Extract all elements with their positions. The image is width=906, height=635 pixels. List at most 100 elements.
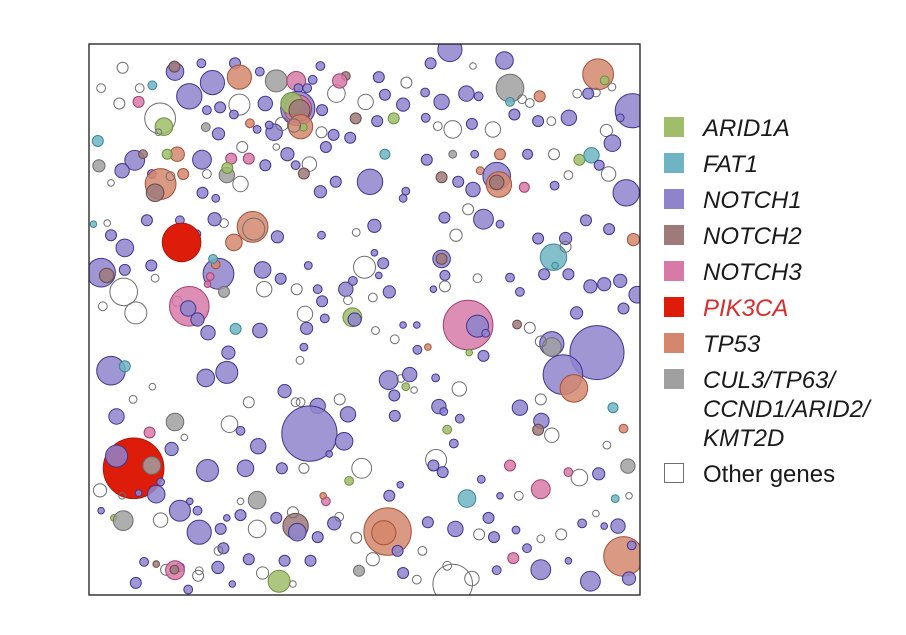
bubble-notch1-282: [281, 405, 338, 462]
bubble-notch1-361: [327, 516, 342, 531]
bubble-other-161: [351, 228, 361, 237]
bubble-other-358: [289, 580, 297, 588]
bubble-other-331: [152, 512, 169, 528]
bubble-notch1-405: [496, 492, 504, 500]
bubble-other-12: [400, 76, 413, 89]
bubble-notch1-329: [134, 489, 143, 497]
bubble-notch1-105: [470, 149, 480, 159]
bubble-other-237: [371, 326, 380, 335]
bubble-notch1-9: [315, 61, 326, 71]
bubble-notch1-71: [327, 128, 340, 141]
bubble-fat1-256: [118, 360, 131, 373]
bubble-notch1-34: [307, 74, 318, 85]
bubble-notch1-269: [196, 368, 216, 388]
bubble-other-77: [443, 120, 463, 139]
bubble-notch2-72: [349, 112, 362, 125]
bubble-notch1-330: [146, 484, 166, 504]
bubble-fat1-20: [147, 80, 158, 91]
bubble-notch1-195: [348, 276, 358, 286]
bubble-other-120: [202, 169, 212, 179]
bubble-notch1-177: [145, 259, 158, 272]
bubble-notch1-40: [396, 97, 411, 112]
bubble-notch1-43: [458, 85, 475, 102]
bubble-fat1-182: [208, 254, 218, 264]
bubble-notch1-149: [105, 229, 117, 242]
bubble-layer: [89, 44, 640, 595]
bubble-pik3ca-179: [161, 222, 202, 263]
bubble-notch1-378: [511, 525, 521, 535]
bubble-notch1-81: [532, 115, 545, 128]
bubble-notch1-7: [254, 66, 265, 77]
bubble-notch1-168: [559, 231, 573, 246]
bubble-notch1-384: [580, 570, 601, 592]
legend-swatch-arid1a: [664, 117, 684, 137]
bubble-notch1-163: [438, 211, 451, 224]
legend-swatch-notch1: [664, 189, 684, 209]
bubble-notch1-356: [228, 580, 237, 588]
bubble-notch1-386: [610, 518, 626, 534]
bubble-other-96: [236, 141, 249, 153]
bubble-notch1-240: [413, 321, 421, 329]
bubble-notch1-206: [429, 285, 438, 294]
bubble-tp53-242: [424, 343, 432, 351]
bubble-notch3-23: [132, 95, 145, 108]
bubble-notch1-379: [522, 543, 532, 554]
bubble-cul3-6: [264, 69, 288, 93]
bubble-cul3-363: [353, 564, 365, 577]
bubble-notch1-389: [621, 571, 637, 586]
bubble-other-272: [220, 415, 239, 434]
bubble-notch1-275: [236, 459, 255, 478]
bubble-fat1-47: [505, 97, 515, 107]
bubble-notch1-317: [592, 467, 606, 481]
bubble-notch1-297: [431, 373, 441, 383]
bubble-notch2-89: [138, 149, 148, 160]
bubble-notch1-276: [277, 384, 292, 399]
bubble-tp53-158: [225, 233, 243, 252]
bubble-notch1-111: [593, 159, 605, 171]
bubble-other-324: [534, 393, 547, 406]
bubble-notch1-334: [186, 519, 212, 545]
bubble-notch1-345: [242, 553, 255, 566]
bubble-notch1-262: [105, 444, 128, 468]
bubble-notch1-213: [562, 268, 575, 281]
bubble-other-49: [524, 98, 535, 108]
bubble-tp53-106: [494, 148, 506, 161]
bubble-other-266: [180, 433, 189, 442]
bubble-notch1-215: [597, 277, 612, 292]
bubble-fat1-408: [610, 494, 620, 504]
bubble-notch1-24: [176, 83, 203, 110]
legend-label-arid1a: ARID1A: [703, 115, 790, 142]
bubble-other-287: [351, 457, 373, 479]
bubble-notch1-59: [229, 109, 239, 120]
bubble-notch1-228: [252, 322, 268, 339]
bubble-notch1-239: [399, 321, 407, 329]
bubble-notch1-5: [199, 70, 225, 96]
bubble-notch1-299: [439, 407, 449, 416]
bubble-other-392: [334, 511, 345, 522]
legend-label-notch3: NOTCH3: [703, 259, 802, 286]
bubble-other-55: [96, 83, 106, 93]
bubble-other-141: [600, 166, 617, 182]
bubble-other-325: [92, 483, 108, 498]
bubble-notch1-144: [211, 193, 221, 203]
bubble-other-372: [442, 560, 453, 571]
bubble-other-50: [572, 88, 583, 99]
bubble-notch1-199: [375, 271, 383, 280]
bubble-other-381: [555, 528, 568, 541]
bubble-other-79: [484, 121, 502, 138]
bubble-other-14: [469, 62, 477, 70]
bubble-notch1-0: [437, 44, 463, 63]
bubble-notch1-352: [139, 557, 150, 567]
bubble-notch1-359: [304, 554, 317, 567]
bubble-notch1-404: [396, 481, 405, 489]
bubble-tp53-48: [533, 90, 546, 103]
bubble-notch1-53: [582, 87, 595, 100]
bubble-fat1-110: [583, 147, 600, 164]
bubble-notch1-174: [115, 238, 135, 258]
bubble-other-380: [536, 534, 546, 544]
bubble-notch1-367: [391, 544, 404, 557]
bubble-notch1-247: [477, 349, 490, 362]
bubble-other-258: [128, 395, 138, 404]
bubble-notch1-15: [495, 51, 514, 70]
